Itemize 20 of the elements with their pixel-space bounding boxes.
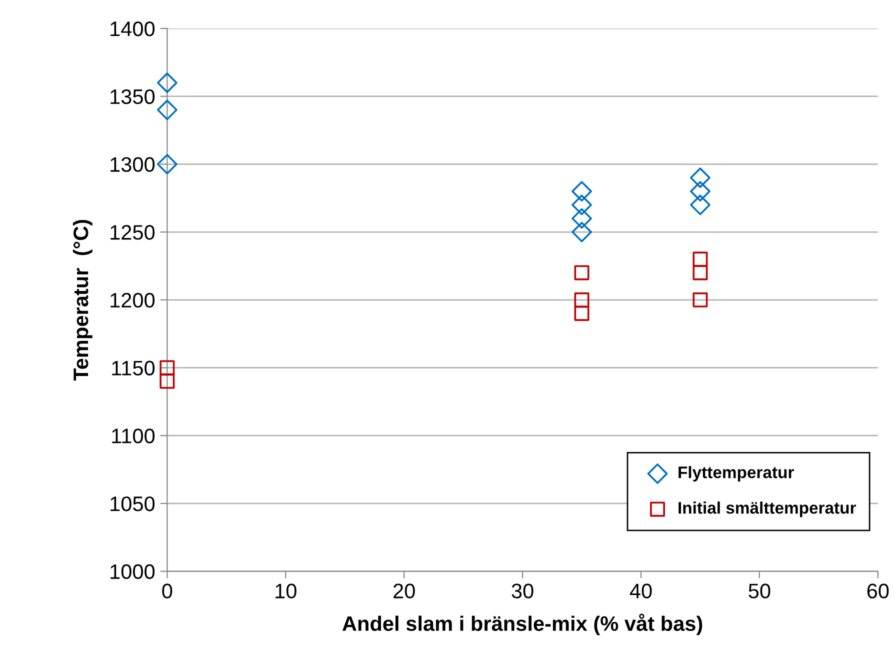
y-tick-label: 1150 <box>112 360 155 376</box>
x-tick-label: 60 <box>867 584 889 598</box>
y-tick-label: 1050 <box>110 496 155 512</box>
y-tick-label: 1400 <box>110 21 155 36</box>
y-tick-label: 1000 <box>110 564 155 580</box>
x-tick-label: 50 <box>748 584 770 598</box>
y-axis-title: Temperatur (°C) <box>72 220 92 381</box>
x-tick-label: 10 <box>276 584 296 598</box>
x-tick-label: 20 <box>394 584 415 598</box>
legend-label: Flyttemperatur <box>678 466 794 482</box>
x-tick-label: 30 <box>512 584 534 598</box>
y-tick-label: 1350 <box>110 89 155 104</box>
legend-label: Initial smälttemperatur <box>678 502 856 518</box>
y-tick-label: 1300 <box>110 157 155 172</box>
y-tick-label: 1200 <box>110 292 155 308</box>
y-tick-label: 1100 <box>112 428 155 444</box>
x-tick-label: 0 <box>162 584 172 598</box>
y-tick-label: 1250 <box>110 225 155 240</box>
x-tick-label: 40 <box>630 584 652 598</box>
x-axis-title: Andel slam i bränsle-mix (% våt bas) <box>342 614 702 636</box>
